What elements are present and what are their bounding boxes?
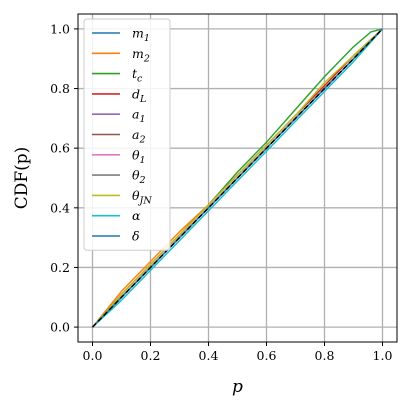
legend-label: dL (132, 86, 146, 105)
plot-frame (77, 13, 398, 343)
x-axis-label: p (232, 377, 243, 397)
legend-label: θ2 (132, 168, 146, 187)
legend-label: θ1 (132, 147, 146, 166)
y-tick-label: 0.4 (50, 200, 70, 215)
series-line (92, 28, 384, 328)
x-tick-label: 0.0 (83, 348, 103, 363)
legend-label: θJN (132, 188, 152, 207)
x-tick-label: 0.6 (257, 348, 277, 363)
y-axis-label: CDF(p) (12, 147, 32, 210)
plot-lines (91, 28, 384, 328)
legend-box (83, 18, 171, 251)
y-tick-label: 0.0 (50, 320, 70, 335)
legend-label: α (132, 208, 141, 223)
x-tick-label: 0.2 (141, 348, 161, 363)
legend-label: m1 (132, 26, 150, 45)
y-tick-label: 0.8 (50, 81, 70, 96)
x-tick-label: 1.0 (373, 348, 393, 363)
legend-label: tc (132, 66, 143, 85)
axis-ticks: 0.0 0.2 0.4 0.6 0.8 1.0 0.0 0.2 0.4 0.6 0.8 1.0 (50, 21, 392, 363)
axes-frame (77, 13, 398, 343)
y-tick-label: 0.2 (50, 260, 70, 275)
legend-label: a2 (132, 127, 146, 146)
x-tick-label: 0.8 (315, 348, 335, 363)
legend-label: δ (132, 229, 140, 244)
reference-diagonal-line (91, 28, 384, 328)
y-tick-label: 1.0 (50, 21, 70, 36)
legend-label: m2 (132, 46, 150, 65)
series-line (91, 28, 383, 328)
y-tick-label: 0.6 (50, 141, 70, 156)
legend-label: a1 (132, 107, 146, 126)
x-tick-label: 0.4 (199, 348, 219, 363)
